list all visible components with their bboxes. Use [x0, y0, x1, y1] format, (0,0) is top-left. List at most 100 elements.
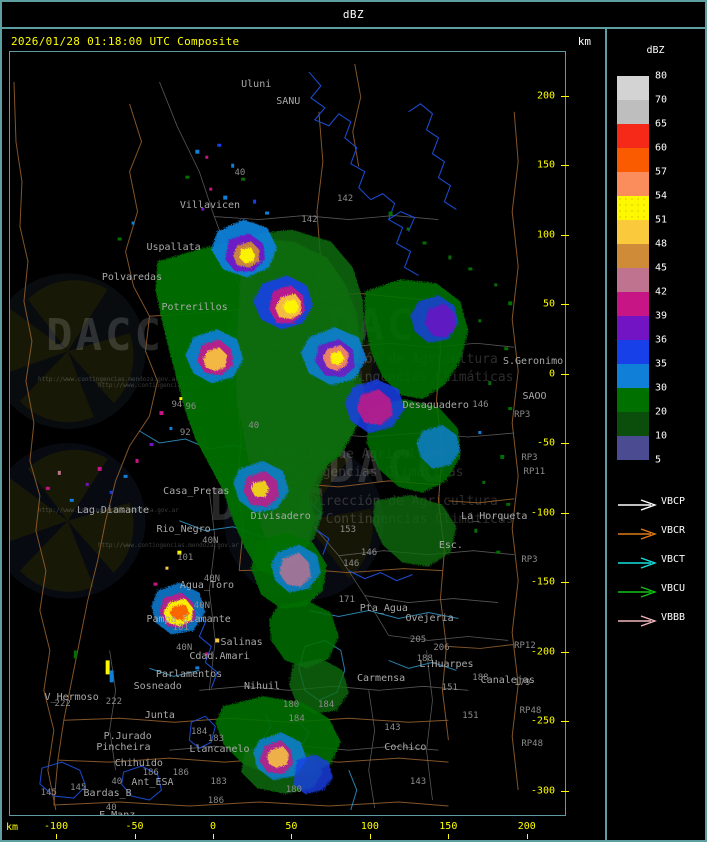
x-tick-label: -50 — [125, 821, 144, 832]
map-place-label: Agua_Toro — [179, 579, 235, 591]
colorbar-swatch[interactable] — [617, 196, 649, 220]
arrow-legend-label: VBBB — [661, 612, 686, 623]
y-tick-label: -150 — [530, 576, 555, 588]
x-tick-mark — [56, 834, 58, 839]
x-tick-mark — [291, 834, 293, 839]
map-route-label: 183 — [207, 734, 224, 745]
frame-bottom — [0, 840, 707, 842]
map-route-label: 184 — [191, 726, 208, 737]
arrow-legend-row[interactable]: VBCP — [611, 493, 704, 522]
y-tick-label: -250 — [530, 715, 555, 727]
y-tick-label: -300 — [530, 785, 555, 797]
colorbar-swatch[interactable] — [617, 76, 649, 100]
map-place-label: Potrerillos — [161, 302, 228, 314]
map-route-label: 186 — [207, 795, 224, 806]
colorbar-swatch[interactable] — [617, 340, 649, 364]
map-place-label: Llancanelo — [189, 743, 250, 755]
map-place-label: Cochico — [384, 742, 427, 754]
map-route-label: 171 — [338, 595, 355, 606]
radar-map-area[interactable]: DACC Dirección de Agricultura y Continge… — [9, 51, 566, 816]
map-route-label: 186 — [142, 768, 159, 779]
arrow-legend: VBCP VBCR VBCT VBCU VBBB — [611, 493, 704, 638]
radar-echo-layer — [45, 143, 513, 795]
arrow-legend-row[interactable]: VBCR — [611, 522, 704, 551]
map-route-label: 145 — [40, 787, 57, 798]
y-axis: 200 150 100 50 0 -50 -100 -150 -200 -250 -300 — [503, 51, 569, 816]
colorbar-swatch[interactable] — [617, 244, 649, 268]
x-tick-mark — [134, 834, 136, 839]
colorbar-swatch[interactable] — [617, 100, 649, 124]
map-route-label: 101 — [177, 553, 194, 564]
x-tick-label: 150 — [439, 821, 458, 832]
arrow-legend-label: VBCR — [661, 525, 686, 536]
plot-panel: 2026/01/28 01:18:00 UTC Composite km — [3, 29, 604, 839]
colorbar-swatch[interactable] — [617, 268, 649, 292]
map-route-label: 142 — [301, 214, 318, 225]
colorbar-swatch[interactable] — [617, 292, 649, 316]
map-place-label: Desaguadero — [402, 400, 469, 412]
x-tick-mark — [212, 834, 214, 839]
arrow-legend-row[interactable]: VBBB — [611, 609, 704, 638]
map-route-label: 180 — [285, 784, 302, 795]
map-route-label: 205 — [409, 634, 427, 645]
colorbar-swatches[interactable] — [617, 76, 649, 460]
map-route-label: 183 — [210, 777, 227, 788]
y-tick-mark — [561, 165, 569, 167]
map-route-label: 40 — [105, 803, 117, 814]
map-route-label: 143 — [384, 722, 401, 733]
x-tick-label: 200 — [517, 821, 536, 832]
colorbar-swatch[interactable] — [617, 148, 649, 172]
map-place-label: L.Huarpes — [419, 658, 474, 670]
arrow-icon — [618, 557, 657, 569]
colorbar-swatch[interactable] — [617, 220, 649, 244]
map-place-label: Junta — [144, 709, 175, 721]
map-route-label: 40N — [203, 573, 221, 584]
map-route-label: 151 — [462, 711, 479, 722]
frame-left — [0, 0, 2, 842]
map-place-label: Nihuil — [243, 680, 281, 692]
map-route-label: 145 — [70, 782, 87, 793]
map-route-label: 40 — [234, 168, 246, 179]
colorbar-swatch[interactable] — [617, 316, 649, 340]
colorbar-swatch[interactable] — [617, 124, 649, 148]
radar-map-canvas: DACC Dirección de Agricultura y Continge… — [10, 52, 565, 815]
map-route-label: 179 — [514, 677, 531, 688]
map-route-label: 40N — [175, 643, 193, 654]
map-place-label: S.Geronimo — [502, 356, 564, 368]
x-tick-label: 50 — [285, 821, 298, 832]
map-route-label: 186 — [172, 768, 189, 779]
arrow-legend-row[interactable]: VBCU — [611, 580, 704, 609]
map-place-label: SAOO — [522, 390, 547, 402]
map-route-label: 180 — [282, 699, 300, 710]
map-place-label: Pincheira — [96, 742, 151, 754]
map-place-label: SANU — [276, 96, 301, 108]
y-tick-label: 0 — [548, 368, 555, 380]
map-place-label: Pampa_Diamante — [146, 614, 231, 626]
colorbar-tick-label: 10 — [655, 430, 668, 442]
colorbar-swatch[interactable] — [617, 412, 649, 436]
y-tick-mark — [561, 95, 569, 97]
colorbar-swatch[interactable] — [617, 436, 649, 460]
colorbar-swatch[interactable] — [617, 172, 649, 196]
map-place-label: Chihuido — [114, 758, 163, 770]
colorbar-swatch[interactable] — [617, 388, 649, 412]
map-route-label: 184 — [318, 699, 335, 710]
map-place-label: Cdad.Amari — [189, 650, 250, 662]
x-tick-mark — [369, 834, 371, 839]
y-tick-mark — [561, 512, 569, 514]
map-route-label: 143 — [409, 777, 427, 788]
map-place-label: Ovejeria — [405, 612, 454, 624]
map-place-label: E_Manz — [99, 810, 135, 815]
map-place-label: Bardas_B — [83, 787, 132, 799]
x-axis-unit-label: km — [6, 822, 19, 833]
arrow-icon — [618, 528, 657, 540]
colorbar-tick-label: 20 — [655, 406, 668, 418]
map-route-label: 188 — [416, 654, 433, 665]
map-route-label: 40 — [111, 777, 123, 788]
arrow-legend-row[interactable]: VBCT — [611, 551, 704, 580]
timestamp-label: 2026/01/28 01:18:00 UTC Composite — [11, 35, 240, 48]
map-route-label: RP3 — [514, 410, 531, 421]
x-tick-label: 100 — [360, 821, 379, 832]
colorbar-swatch[interactable] — [617, 364, 649, 388]
arrow-icon — [618, 499, 657, 511]
